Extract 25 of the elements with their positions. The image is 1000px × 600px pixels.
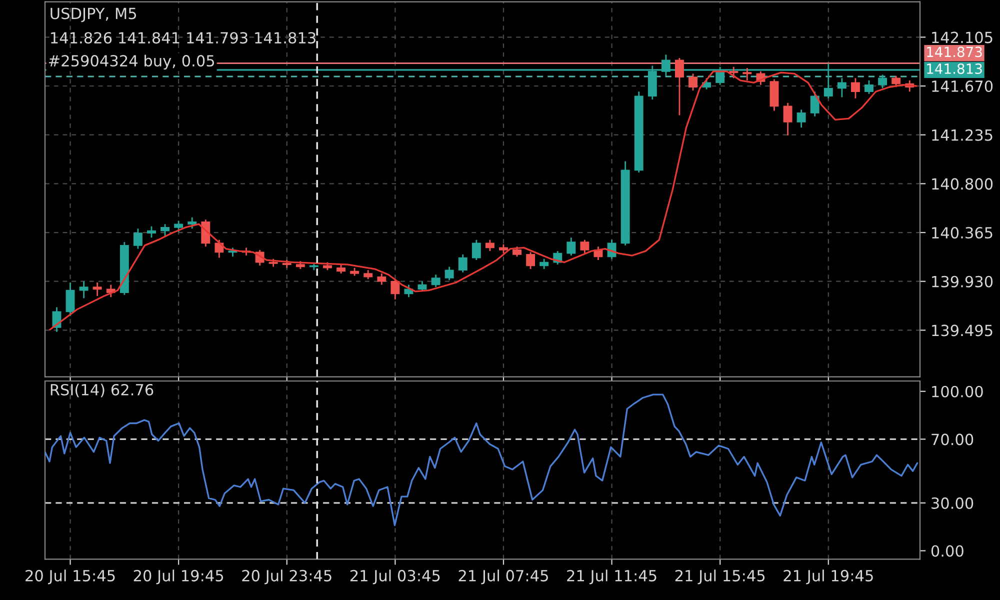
chart-title: RSI(14) 62.76 xyxy=(50,384,154,398)
y-tick-label: 0.00 xyxy=(931,545,964,557)
ref-line-label: 141.813 xyxy=(927,63,982,74)
y-tick-label: 139.930 xyxy=(932,276,993,288)
x-tick-label: 21 Jul 07:45 xyxy=(458,570,548,584)
y-tick-label: 140.365 xyxy=(932,226,992,239)
y-tick-label: 30.00 xyxy=(932,497,974,509)
x-tick-label: 21 Jul 03:45 xyxy=(350,570,440,584)
x-tick-label: 21 Jul 15:45 xyxy=(675,570,765,584)
ref-line-label: #25904324 buy, 0.05 xyxy=(48,54,214,70)
y-tick-label: 70.00 xyxy=(932,434,974,446)
y-tick-label: 141.670 xyxy=(932,80,993,92)
y-tick-label: 141.235 xyxy=(932,129,992,141)
x-tick-label: 21 Jul 19:45 xyxy=(784,570,873,584)
x-tick-label: 20 Jul 19:45 xyxy=(134,570,224,584)
x-tick-label: 20 Jul 15:45 xyxy=(26,570,115,584)
y-tick-label: 140.800 xyxy=(932,178,993,190)
text: 141.826 141.841 141.793 141.813 xyxy=(51,32,316,44)
ref-line-label: 141.873 xyxy=(927,46,982,58)
y-tick-label: 139.495 xyxy=(932,324,992,336)
y-tick-label: 142.105 xyxy=(932,32,992,44)
y-tick-label: 100.00 xyxy=(932,386,983,398)
x-tick-label: 21 Jul 11:45 xyxy=(567,570,656,584)
x-tick-label: 20 Jul 23:45 xyxy=(242,570,332,584)
chart-title: USDJPY, M5 xyxy=(50,8,136,22)
